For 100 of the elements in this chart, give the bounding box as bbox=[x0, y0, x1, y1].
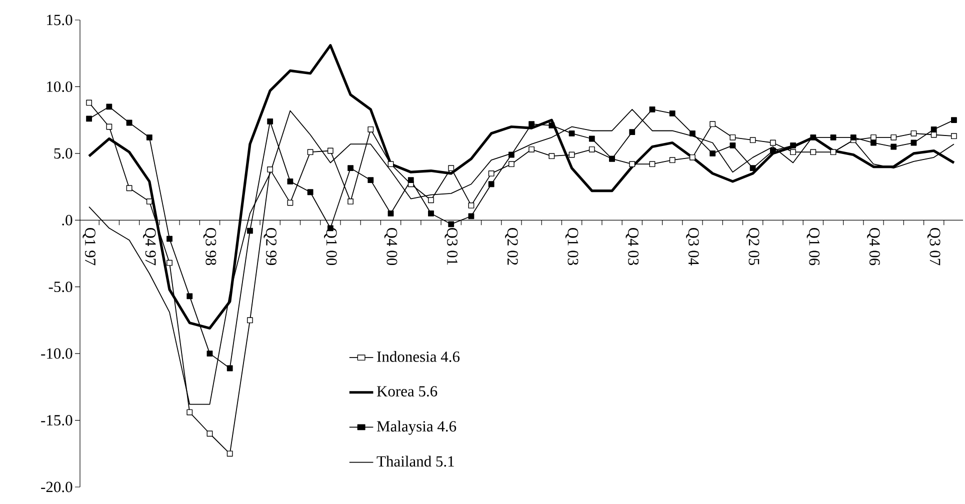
point bbox=[528, 146, 535, 152]
legend-label: Indonesia 4.6 bbox=[377, 351, 460, 362]
point bbox=[710, 150, 716, 156]
point bbox=[206, 350, 213, 357]
point bbox=[508, 161, 514, 168]
point bbox=[910, 130, 917, 136]
y-tick-label: .0 bbox=[62, 214, 72, 226]
point bbox=[226, 450, 233, 457]
y-tick-label: 10.0 bbox=[47, 81, 72, 92]
point bbox=[307, 149, 314, 156]
point bbox=[146, 134, 152, 140]
x-tick-label: Q4 97 bbox=[143, 228, 156, 266]
point bbox=[247, 317, 253, 324]
point bbox=[348, 198, 354, 204]
legend-label: Korea 5.6 bbox=[376, 386, 438, 397]
x-tick-label: Q3 04 bbox=[686, 228, 699, 266]
point bbox=[488, 181, 494, 188]
point bbox=[629, 161, 636, 168]
y-tick-label: 15.0 bbox=[47, 14, 72, 26]
point bbox=[86, 100, 92, 106]
point bbox=[408, 177, 414, 184]
point bbox=[951, 133, 957, 140]
point bbox=[750, 137, 756, 144]
point bbox=[890, 134, 897, 140]
point bbox=[388, 210, 394, 216]
x-tick-label: Q3 07 bbox=[927, 228, 940, 266]
x-tick-label: Q3 98 bbox=[203, 228, 216, 266]
point bbox=[126, 185, 132, 192]
point bbox=[287, 200, 294, 206]
x-tick-label: Q4 00 bbox=[384, 228, 398, 266]
point bbox=[267, 118, 274, 124]
point bbox=[750, 165, 756, 172]
point bbox=[267, 166, 274, 172]
point bbox=[629, 129, 636, 136]
point bbox=[830, 134, 836, 140]
point bbox=[146, 198, 152, 204]
point bbox=[649, 161, 656, 168]
point bbox=[669, 157, 676, 164]
x-tick-label: Q1 97 bbox=[82, 228, 96, 266]
point bbox=[368, 177, 374, 184]
x-tick-label: Q4 03 bbox=[626, 228, 639, 266]
x-tick-label: Q4 06 bbox=[867, 228, 880, 266]
point bbox=[669, 110, 676, 116]
point bbox=[368, 126, 374, 132]
point bbox=[106, 124, 112, 130]
point bbox=[548, 122, 555, 128]
point bbox=[770, 148, 776, 154]
point bbox=[247, 228, 253, 234]
point bbox=[951, 117, 957, 124]
x-tick-label: Q3 01 bbox=[444, 228, 458, 265]
point bbox=[508, 152, 514, 158]
point bbox=[528, 121, 535, 128]
point bbox=[870, 134, 876, 140]
point bbox=[730, 142, 736, 148]
point bbox=[488, 170, 494, 176]
x-tick-label: Q2 05 bbox=[746, 228, 760, 266]
point bbox=[930, 126, 937, 132]
point bbox=[166, 236, 172, 242]
point bbox=[448, 221, 454, 228]
point bbox=[307, 189, 314, 196]
point bbox=[770, 140, 776, 146]
legend-label: Thailand 5.1 bbox=[376, 456, 454, 467]
point bbox=[890, 144, 897, 150]
point bbox=[86, 116, 92, 122]
point bbox=[588, 146, 595, 152]
point bbox=[870, 140, 876, 146]
point bbox=[588, 136, 595, 142]
x-tick-label: Q2 02 bbox=[505, 228, 518, 265]
point bbox=[649, 106, 656, 112]
point bbox=[730, 134, 736, 140]
x-tick-label: Q1 06 bbox=[806, 228, 820, 266]
y-tick-label: -5.0 bbox=[48, 282, 72, 292]
point bbox=[388, 161, 394, 168]
point bbox=[206, 430, 213, 437]
point bbox=[850, 134, 856, 140]
point bbox=[448, 165, 454, 172]
point bbox=[710, 121, 716, 128]
point bbox=[468, 202, 474, 208]
x-tick-label: Q1 03 bbox=[565, 228, 578, 266]
point bbox=[186, 409, 193, 416]
point bbox=[327, 148, 334, 154]
point bbox=[106, 104, 112, 110]
point bbox=[348, 165, 354, 172]
point bbox=[428, 197, 434, 204]
point bbox=[287, 178, 294, 184]
point bbox=[568, 130, 575, 136]
y-tick-label: -15.0 bbox=[41, 415, 72, 426]
point bbox=[166, 260, 172, 266]
point bbox=[186, 293, 193, 300]
y-tick-label: 5.0 bbox=[54, 148, 72, 159]
point bbox=[548, 153, 555, 160]
legend-label: Malaysia 4.6 bbox=[376, 420, 456, 435]
point bbox=[468, 213, 474, 220]
point bbox=[690, 130, 696, 136]
point bbox=[428, 210, 434, 216]
point bbox=[226, 365, 233, 372]
point bbox=[790, 142, 796, 148]
y-tick-label: -20.0 bbox=[41, 482, 72, 492]
point bbox=[830, 149, 836, 156]
x-tick-label: Q2 99 bbox=[264, 228, 276, 265]
